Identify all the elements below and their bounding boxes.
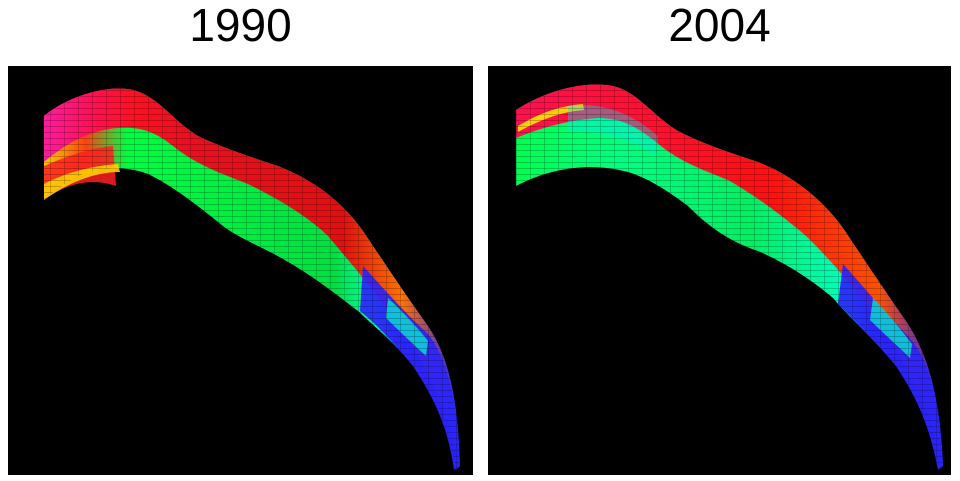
layered-surface-image-1990 bbox=[44, 88, 460, 470]
panel-title-1990: 1990 bbox=[189, 0, 292, 51]
image-panel-1990 bbox=[8, 66, 473, 475]
surface-body-2004 bbox=[516, 84, 943, 471]
layered-surface-image-2004 bbox=[516, 84, 943, 471]
image-panel-2004 bbox=[488, 66, 951, 475]
surface-body-1990 bbox=[44, 88, 460, 470]
panel-title-2004: 2004 bbox=[668, 0, 771, 51]
